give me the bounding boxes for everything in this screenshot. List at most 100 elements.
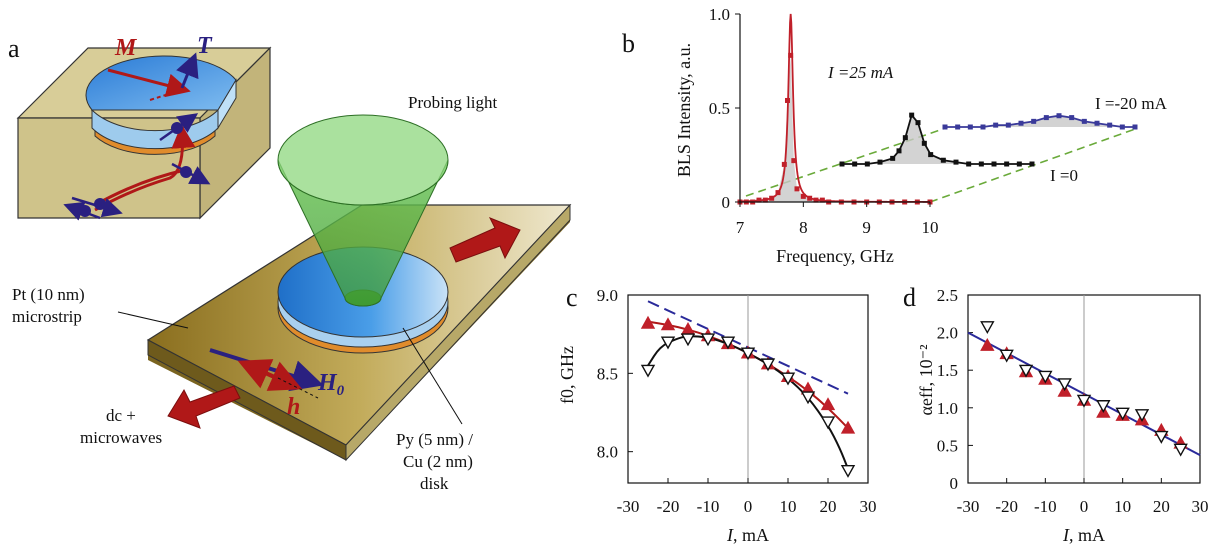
spectrum-point <box>819 197 825 203</box>
dc-label-line1: dc + <box>106 406 136 425</box>
data-point-c <box>800 391 816 405</box>
x-tick-label-d: -20 <box>995 497 1018 516</box>
b-annotation-0: I =0 <box>1050 166 1078 185</box>
py-label-line3: disk <box>420 474 449 493</box>
b-y-tick-label: 1.0 <box>709 5 730 24</box>
spectrum-point <box>978 161 984 167</box>
spectrum-point <box>1081 118 1087 124</box>
spectrum-line <box>945 114 1135 128</box>
spectrum-point <box>864 161 870 167</box>
spectrum-point <box>800 193 806 199</box>
y-tick-label-c: 8.5 <box>597 364 618 383</box>
spectrum-point <box>807 195 813 201</box>
current-out-arrow <box>167 385 241 429</box>
x-tick-label-d: -10 <box>1034 497 1057 516</box>
data-point-d <box>1096 400 1111 413</box>
b-annotation-25: I =25 mA <box>827 63 894 82</box>
spectrum-point <box>775 190 781 196</box>
m-vector-arrow <box>107 68 191 98</box>
t-vector-arrow <box>176 52 199 89</box>
x-label-c: I, mA <box>726 525 769 545</box>
data-point-c <box>720 336 736 350</box>
spectrum-fill <box>945 115 1135 127</box>
spectrum-point <box>781 161 787 167</box>
spectrum-point <box>993 122 999 128</box>
y-tick-label-d: 1.0 <box>937 399 958 418</box>
data-point-c <box>660 336 676 350</box>
data-point-d <box>980 337 995 351</box>
x-tick-label-d: 10 <box>1114 497 1131 516</box>
data-point-c <box>700 333 716 347</box>
spectrum-point <box>785 97 790 103</box>
m-label: M <box>114 35 138 61</box>
data-point-c <box>780 372 796 386</box>
b-x-tick-label: 9 <box>862 218 871 237</box>
spectrum-point <box>902 135 908 141</box>
spectrum-point <box>909 112 915 118</box>
x-tick-label-d: 20 <box>1153 497 1170 516</box>
x-tick-label-c: 0 <box>744 497 753 516</box>
y-label-d: αeff, 10⁻² <box>916 345 936 416</box>
b-y-tick-label: 0 <box>722 193 731 212</box>
y-tick-label-d: 0.5 <box>937 436 958 455</box>
h-arrow-right <box>249 361 303 391</box>
t-label: T <box>197 33 213 59</box>
y-tick-label-d: 0 <box>950 474 959 493</box>
x-tick-label-d: 30 <box>1192 497 1209 516</box>
spectrum-point <box>953 159 959 165</box>
dc-label-line2: microwaves <box>80 428 162 447</box>
spectrum-point <box>756 197 762 203</box>
spectrum-point <box>896 148 902 154</box>
data-point-d <box>1038 370 1053 384</box>
x-tick-label-c: 30 <box>860 497 877 516</box>
b-annotation-m20: I =-20 mA <box>1095 94 1168 113</box>
data-point-c <box>680 333 696 347</box>
spectrum-point <box>1094 120 1100 126</box>
h0-label: H0 <box>317 370 345 399</box>
spectrum-point <box>1056 113 1062 119</box>
current-in-arrow <box>449 217 521 263</box>
probing-light-cone <box>277 114 449 307</box>
panel-a-letter: a <box>8 34 20 63</box>
b-x-tick-label: 10 <box>922 218 939 237</box>
data-point-d <box>1057 378 1072 392</box>
data-point-c <box>640 364 656 378</box>
spectrum-point <box>794 186 800 192</box>
y-tick-label-c: 9.0 <box>597 286 618 305</box>
x-tick-label-d: -30 <box>957 497 980 516</box>
panel-b: b 7 8 9 10 0 0.5 1.0 Frequency, GHz BLS Intensity… <box>622 5 1168 266</box>
spectrum-point <box>1005 122 1011 128</box>
spectrum-point <box>762 197 768 203</box>
y-label-c: f0, GHz <box>557 346 577 404</box>
x-tick-label-d: 0 <box>1080 497 1089 516</box>
data-point-d <box>980 321 995 335</box>
spectrum-point <box>813 197 819 203</box>
spectrum-point <box>839 161 845 167</box>
data-point-c <box>760 358 776 372</box>
spectrum-point <box>980 124 986 130</box>
spectrum-point <box>1043 115 1049 121</box>
spectrum-point <box>942 124 948 130</box>
panel-c-letter: c <box>566 283 578 312</box>
y-tick-label-c: 8.0 <box>597 443 618 462</box>
b-x-tick-label: 7 <box>736 218 745 237</box>
x-label-d: I, mA <box>1062 525 1105 545</box>
spectrum-fill <box>740 55 930 202</box>
data-point-d <box>1173 443 1188 457</box>
spectrum-point <box>1031 118 1037 124</box>
data-point-d <box>1154 430 1169 444</box>
b-y-label: BLS Intensity, a.u. <box>674 43 694 177</box>
x-tick-label-c: -30 <box>617 497 640 516</box>
data-point-c <box>740 347 756 361</box>
spectrum-point <box>940 157 946 163</box>
spectrum-point <box>967 124 973 130</box>
spectrum-point <box>877 159 883 165</box>
spectrum-point <box>921 140 927 146</box>
h-label: h <box>287 394 300 420</box>
spectrum-line <box>842 113 1032 165</box>
spectrum-point <box>852 161 858 167</box>
pt-label-line2: microstrip <box>12 307 82 326</box>
panel-a: a M T <box>8 33 572 493</box>
spectrum-point <box>1132 124 1138 130</box>
